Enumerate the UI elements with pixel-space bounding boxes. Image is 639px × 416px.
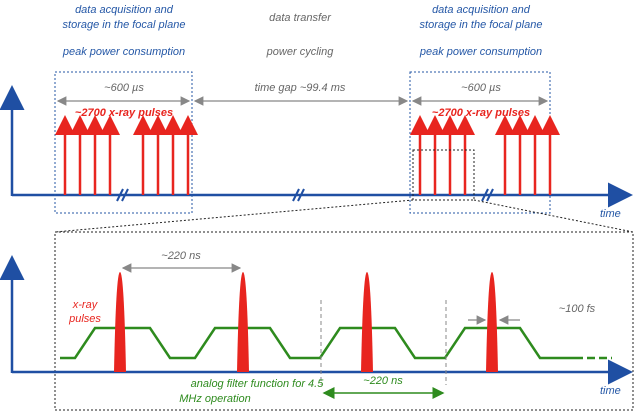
pulse-arrows	[55, 115, 560, 195]
boxes	[54, 71, 551, 214]
filter-label: MHz operation	[179, 393, 251, 405]
block-title: storage in the focal plane	[420, 19, 543, 31]
pulses	[114, 272, 498, 372]
duration: ~600 µs	[104, 82, 144, 94]
block-subtitle: peak power consumption	[62, 46, 185, 58]
block-title: data acquisition and	[432, 4, 531, 16]
gap-duration: time gap ~99.4 ms	[255, 82, 346, 94]
top-axes	[0, 85, 633, 208]
period-guides	[320, 300, 447, 385]
duration: ~600 µs	[461, 82, 501, 94]
block-title: data acquisition and	[75, 4, 174, 16]
spacing-label: ~220 ns	[161, 250, 201, 262]
pulse-label: pulses	[68, 313, 101, 325]
gap-title: data transfer	[269, 12, 332, 24]
axis-label: time	[600, 208, 621, 220]
block-subtitle: peak power consumption	[419, 46, 542, 58]
zoom	[54, 149, 634, 411]
gap-subtitle: power cycling	[266, 46, 335, 58]
pulse-label: x-ray	[72, 299, 99, 311]
pulses-label: ~2700 x-ray pulses	[75, 107, 173, 119]
filter-curve	[60, 326, 612, 360]
period-label: ~220 ns	[363, 375, 403, 387]
block-title: storage in the focal plane	[63, 19, 186, 31]
breaks	[116, 188, 494, 202]
pulses-label: ~2700 x-ray pulses	[432, 107, 530, 119]
axis-label: time	[600, 385, 621, 397]
filter-label: analog filter function for 4.5	[191, 378, 325, 390]
width-label: ~100 fs	[559, 303, 596, 315]
